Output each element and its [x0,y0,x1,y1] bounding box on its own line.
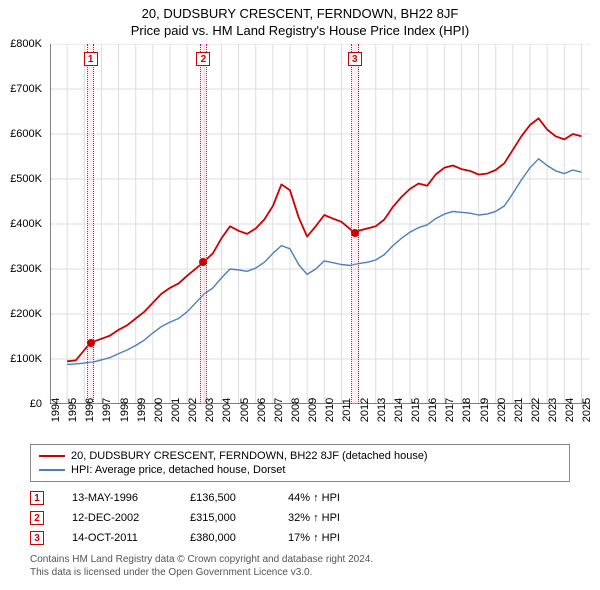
legend-label: 20, DUDSBURY CRESCENT, FERNDOWN, BH22 8J… [71,450,428,462]
transaction-row: 1 13-MAY-1996 £136,500 44% ↑ HPI [30,488,570,508]
sale-marker: 2 [196,52,210,66]
sale-dot [351,229,359,237]
transaction-marker: 1 [30,491,44,505]
x-tick-label: 1994 [50,398,62,422]
transaction-pct: 44% ↑ HPI [288,492,358,504]
chart-overlay: 1 2 3 [50,44,590,404]
x-tick-label: 2009 [307,398,319,422]
x-tick-label: 2008 [290,398,302,422]
x-tick-label: 2006 [256,398,268,422]
x-tick-label: 2004 [221,398,233,422]
x-tick-label: 2007 [273,398,285,422]
x-tick-label: 2021 [513,398,525,422]
legend-swatch [39,469,65,471]
legend-row: HPI: Average price, detached house, Dors… [39,463,561,477]
x-tick-label: 1998 [119,398,131,422]
x-tick-label: 2002 [187,398,199,422]
x-tick-label: 1995 [67,398,79,422]
x-tick-label: 2005 [239,398,251,422]
y-tick-label: £0 [30,398,42,410]
legend-label: HPI: Average price, detached house, Dors… [71,464,285,476]
legend: 20, DUDSBURY CRESCENT, FERNDOWN, BH22 8J… [30,444,570,482]
transaction-row: 3 14-OCT-2011 £380,000 17% ↑ HPI [30,528,570,548]
sale-marker: 1 [84,52,98,66]
chart-subtitle: Price paid vs. HM Land Registry's House … [0,21,600,44]
footer-line2: This data is licensed under the Open Gov… [30,567,570,580]
transaction-date: 14-OCT-2011 [72,532,162,544]
transaction-pct: 17% ↑ HPI [288,532,358,544]
x-tick-label: 2018 [461,398,473,422]
legend-row: 20, DUDSBURY CRESCENT, FERNDOWN, BH22 8J… [39,449,561,463]
y-tick-label: £200K [10,308,42,320]
x-tick-label: 1999 [136,398,148,422]
y-axis-labels: £0£100K£200K£300K£400K£500K£600K£700K£80… [2,44,46,404]
x-tick-label: 2000 [153,398,165,422]
y-tick-label: £800K [10,38,42,50]
x-tick-label: 2019 [479,398,491,422]
x-axis-labels: 1994199519961997199819992000200120022003… [50,404,590,440]
sale-dot [87,339,95,347]
transaction-marker: 2 [30,511,44,525]
footer-attribution: Contains HM Land Registry data © Crown c… [30,554,570,579]
transaction-date: 12-DEC-2002 [72,512,162,524]
x-tick-label: 2024 [564,398,576,422]
x-tick-label: 2015 [410,398,422,422]
chart-container: 20, DUDSBURY CRESCENT, FERNDOWN, BH22 8J… [0,0,600,590]
y-tick-label: £700K [10,83,42,95]
legend-swatch [39,455,65,457]
x-tick-label: 2023 [547,398,559,422]
transaction-price: £136,500 [190,492,260,504]
x-tick-label: 2001 [170,398,182,422]
y-tick-label: £300K [10,263,42,275]
x-tick-label: 2020 [496,398,508,422]
transaction-price: £380,000 [190,532,260,544]
x-tick-label: 2025 [581,398,593,422]
sale-dot [199,258,207,266]
x-tick-label: 2010 [324,398,336,422]
x-tick-label: 2014 [393,398,405,422]
transaction-marker: 3 [30,531,44,545]
x-tick-label: 2003 [204,398,216,422]
y-tick-label: £400K [10,218,42,230]
plot-area: £0£100K£200K£300K£400K£500K£600K£700K£80… [50,44,590,404]
sale-band [351,44,359,404]
x-tick-label: 2016 [427,398,439,422]
x-tick-label: 2017 [444,398,456,422]
transaction-date: 13-MAY-1996 [72,492,162,504]
transaction-pct: 32% ↑ HPI [288,512,358,524]
x-tick-label: 2011 [341,398,353,422]
y-tick-label: £100K [10,353,42,365]
sale-band [200,44,208,404]
x-tick-label: 2013 [376,398,388,422]
y-tick-label: £600K [10,128,42,140]
transactions-table: 1 13-MAY-1996 £136,500 44% ↑ HPI 2 12-DEC-200… [30,488,570,548]
x-tick-label: 2022 [530,398,542,422]
footer-line1: Contains HM Land Registry data © Crown c… [30,554,570,567]
x-tick-label: 2012 [359,398,371,422]
sale-band [87,44,95,404]
chart-title-address: 20, DUDSBURY CRESCENT, FERNDOWN, BH22 8J… [0,0,600,21]
transaction-row: 2 12-DEC-2002 £315,000 32% ↑ HPI [30,508,570,528]
sale-marker: 3 [348,52,362,66]
transaction-price: £315,000 [190,512,260,524]
x-tick-label: 1997 [101,398,113,422]
x-tick-label: 1996 [84,398,96,422]
y-tick-label: £500K [10,173,42,185]
